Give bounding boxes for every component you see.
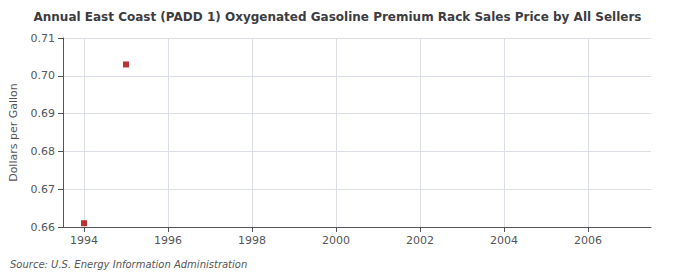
svg-text:1996: 1996 [154,234,182,247]
svg-text:0.70: 0.70 [31,69,56,82]
svg-text:0.68: 0.68 [31,145,56,158]
svg-text:0.69: 0.69 [31,107,56,120]
svg-text:2000: 2000 [322,234,350,247]
svg-text:Dollars per Gallon: Dollars per Gallon [7,83,20,182]
svg-text:2004: 2004 [490,234,518,247]
svg-text:Source: U.S. Energy Informatio: Source: U.S. Energy Information Administ… [10,259,247,270]
svg-text:Annual East Coast (PADD 1) Oxy: Annual East Coast (PADD 1) Oxygenated Ga… [34,10,642,24]
svg-text:0.67: 0.67 [31,183,56,196]
svg-text:1998: 1998 [238,234,266,247]
svg-text:2006: 2006 [574,234,602,247]
svg-text:0.66: 0.66 [31,221,56,234]
svg-text:1994: 1994 [70,234,98,247]
svg-text:0.71: 0.71 [31,32,56,45]
svg-text:2002: 2002 [406,234,434,247]
